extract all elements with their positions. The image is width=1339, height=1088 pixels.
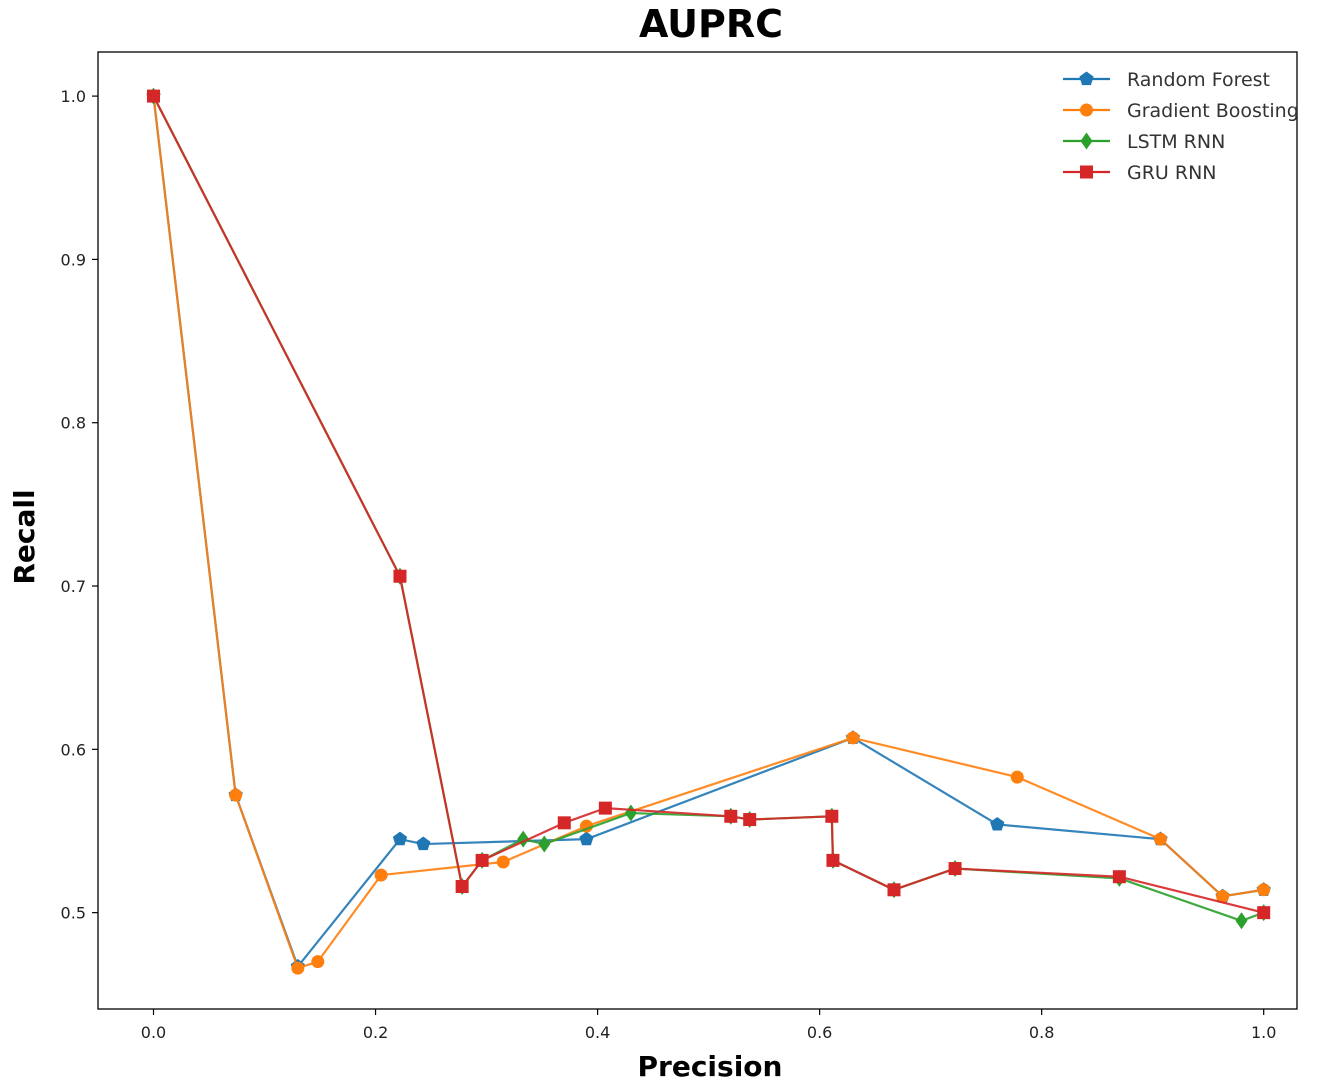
- legend: Random Forest Gradient Boosting LSTM RNN GR…: [1063, 69, 1299, 184]
- y-tick-label: 1.0: [61, 87, 86, 106]
- data-point-gradient-boosting: [496, 855, 510, 869]
- legend-label: Gradient Boosting: [1127, 100, 1299, 122]
- data-point-gradient-boosting: [1153, 832, 1167, 846]
- legend-item-random-forest: Random Forest: [1063, 69, 1270, 91]
- data-point-gru-rnn: [743, 813, 757, 827]
- legend-item-lstm-rnn: LSTM RNN: [1063, 131, 1225, 153]
- x-tick-label: 0.6: [807, 1023, 832, 1042]
- x-tick-label: 1.0: [1251, 1023, 1276, 1042]
- y-axis-title: Recall: [8, 489, 41, 584]
- x-tick-label: 0.2: [363, 1023, 388, 1042]
- series-gru-rnn: [147, 89, 1271, 920]
- x-tick-label: 0.8: [1029, 1023, 1054, 1042]
- legend-label: GRU RNN: [1127, 162, 1217, 184]
- data-point-gru-rnn: [724, 809, 738, 823]
- data-point-gru-rnn: [393, 569, 407, 583]
- y-tick-label: 0.7: [61, 577, 86, 596]
- x-tick-label: 0.0: [141, 1023, 166, 1042]
- data-point-gradient-boosting: [229, 788, 243, 802]
- legend-item-gradient-boosting: Gradient Boosting: [1063, 100, 1299, 122]
- data-point-gradient-boosting: [846, 731, 860, 745]
- data-point-gradient-boosting: [311, 955, 325, 969]
- legend-item-gru-rnn: GRU RNN: [1063, 162, 1217, 184]
- data-point-gru-rnn: [948, 862, 962, 876]
- data-point-gradient-boosting: [374, 868, 388, 882]
- data-point-gradient-boosting: [1257, 883, 1271, 897]
- data-point-gradient-boosting: [291, 961, 305, 975]
- data-point-random-forest: [579, 831, 594, 846]
- y-tick-label: 0.5: [61, 904, 86, 923]
- y-tick-label: 0.6: [61, 740, 86, 759]
- data-point-random-forest: [416, 836, 431, 851]
- plot-frame: [97, 51, 1298, 1010]
- x-tick-label: 0.4: [585, 1023, 610, 1042]
- data-point-gru-rnn: [475, 853, 489, 867]
- data-point-gru-rnn: [1112, 870, 1126, 884]
- data-point-gradient-boosting: [1010, 770, 1024, 784]
- data-point-gru-rnn: [825, 809, 839, 823]
- series-layer: [146, 87, 1271, 975]
- y-tick-label: 0.8: [61, 414, 86, 433]
- data-point-random-forest: [392, 831, 408, 846]
- axes-layer: 0.0 0.2 0.4 0.6 0.8 1.0 0.5 0.6 0.7 0.8 0.9 1.0: [61, 51, 1298, 1042]
- data-point-gru-rnn: [1257, 906, 1271, 920]
- legend-marker: [1079, 71, 1094, 86]
- legend-label: LSTM RNN: [1127, 131, 1225, 153]
- data-point-random-forest: [990, 816, 1005, 831]
- legend-label: Random Forest: [1127, 69, 1270, 91]
- data-point-gru-rnn: [455, 880, 469, 894]
- chart-title: AUPRC: [639, 2, 783, 46]
- legend-marker: [1080, 103, 1093, 117]
- data-point-gru-rnn: [826, 853, 840, 867]
- data-point-gru-rnn: [147, 89, 161, 103]
- legend-marker: [1080, 165, 1093, 179]
- data-point-gru-rnn: [557, 816, 571, 830]
- data-point-lstm-rnn: [538, 835, 551, 853]
- data-point-gru-rnn: [598, 801, 612, 815]
- data-point-gru-rnn: [887, 883, 901, 897]
- legend-marker: [1080, 132, 1093, 150]
- y-tick-label: 0.9: [61, 250, 86, 269]
- data-point-lstm-rnn: [1235, 912, 1248, 930]
- x-axis-title: Precision: [638, 1050, 783, 1083]
- data-point-gradient-boosting: [1216, 889, 1230, 903]
